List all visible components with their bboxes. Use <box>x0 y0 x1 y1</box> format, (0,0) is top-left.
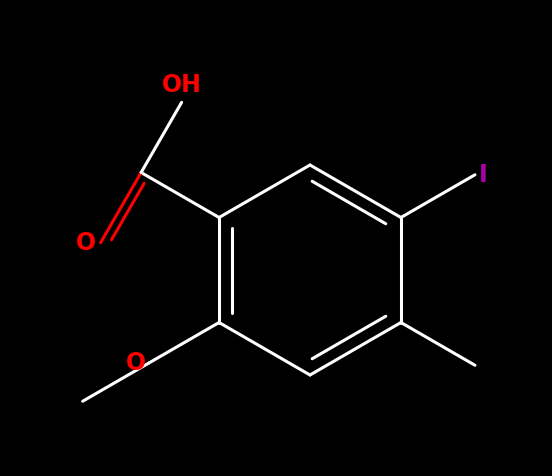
Text: OH: OH <box>162 73 201 98</box>
Text: O: O <box>76 231 95 255</box>
Text: O: O <box>126 351 146 375</box>
Text: I: I <box>479 163 488 187</box>
